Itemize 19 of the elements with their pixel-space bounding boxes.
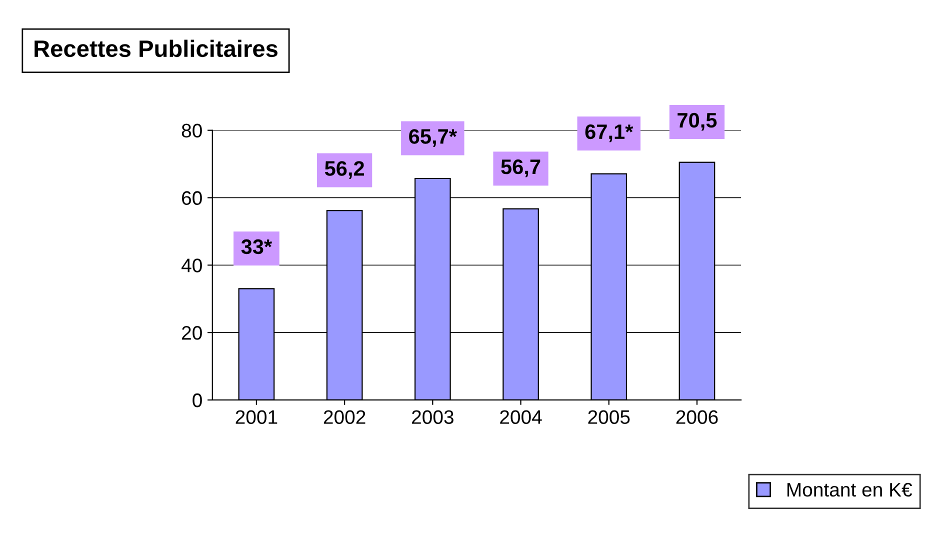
legend-label: Montant en K€ [787, 482, 912, 497]
x-tick-label: 2005 [588, 410, 630, 424]
data-label: 65,7* [409, 129, 457, 147]
y-tick-label: 60 [182, 191, 202, 205]
y-tick-label: 80 [182, 124, 202, 138]
data-label: 70,5 [678, 112, 717, 131]
data-label: 56,7 [501, 159, 540, 178]
y-tick-label: 0 [192, 393, 202, 408]
y-tick-label: 40 [182, 258, 202, 272]
x-tick-label: 2004 [500, 410, 542, 424]
data-label: 33* [241, 239, 272, 254]
data-label: 56,2 [324, 161, 364, 179]
x-tick-label: 2003 [412, 410, 454, 424]
x-tick-label: 2001 [236, 410, 278, 424]
chart-title: Recettes Publicitaires [34, 40, 278, 58]
x-tick-label: 2006 [676, 410, 718, 424]
y-tick-label: 20 [182, 326, 202, 340]
x-tick-label: 2002 [324, 410, 366, 424]
data-label: 67,1* [585, 124, 634, 142]
